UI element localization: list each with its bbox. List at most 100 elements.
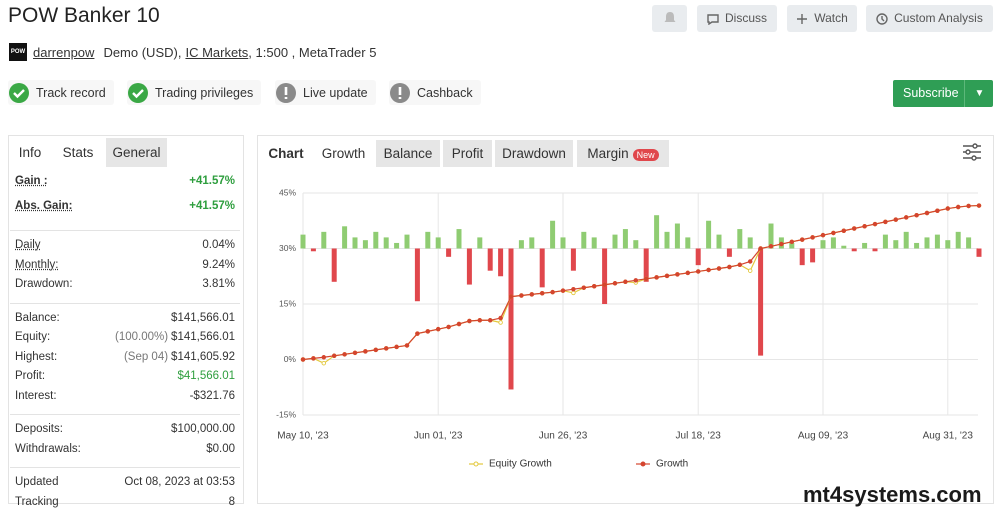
stat-value-text: $100,000.00 — [171, 423, 235, 435]
stat-label: Monthly: — [15, 258, 59, 271]
stat-label: Profit: — [15, 370, 46, 382]
stat-value: -$321.76 — [190, 390, 235, 402]
left-tab[interactable]: Stats — [62, 145, 94, 160]
stat-label: Daily — [15, 239, 41, 251]
separator — [10, 414, 240, 415]
action-button[interactable]: Discuss — [697, 5, 777, 32]
badge-label: Cashback — [417, 85, 473, 100]
account: Demo (USD), — [103, 45, 182, 60]
badge: Cashback — [389, 80, 481, 105]
sliders-icon — [963, 143, 981, 161]
details: , 1:500 , MetaTrader 5 — [248, 45, 377, 60]
chart-tab-label: Chart — [268, 146, 304, 161]
stat-note: (100.00%) — [114, 331, 169, 343]
chart-tab-label: Profit — [451, 146, 484, 161]
badge: Live update — [275, 80, 376, 105]
stat-value-text: +41.57% — [189, 200, 235, 212]
stat-value-text: Oct 08, 2023 at 03:53 — [124, 476, 235, 488]
chart-tab[interactable]: Drawdown — [495, 140, 573, 167]
stat-value: (Sep 04) $141,605.92 — [124, 351, 235, 363]
stat-label: Abs. Gain: — [15, 200, 73, 212]
info-icon — [276, 82, 296, 103]
stat-label: Equity: — [15, 331, 51, 343]
stat-label: Gain : — [15, 175, 48, 187]
stat-value-text: $0.00 — [206, 442, 235, 455]
stat-value: 8 — [229, 496, 235, 508]
watermark: mt4systems.com — [803, 482, 982, 507]
logo: POW — [9, 43, 27, 61]
user-link[interactable]: darrenpow — [33, 45, 95, 60]
subscribe-caret: ▼ — [964, 80, 994, 107]
chart-tab-label: Drawdown — [502, 146, 566, 161]
stat-label: Balance: — [15, 311, 60, 324]
left-tab[interactable]: General — [106, 138, 167, 167]
stat-value: 9.24% — [202, 259, 235, 271]
separator — [10, 302, 240, 304]
badge-label: Trading privileges — [155, 85, 254, 100]
button-label: Discuss — [724, 11, 767, 25]
stat-value-text: $41,566.01 — [177, 370, 235, 382]
check-icon — [128, 82, 148, 103]
badge: Track record — [8, 80, 114, 105]
stat-value-text: $141,605.92 — [171, 350, 235, 363]
button-icon — [707, 13, 719, 25]
broker-group: IC Markets, 1:500 , MetaTrader 5 — [185, 45, 376, 60]
badge: Trading privileges — [127, 80, 262, 105]
chart-tab[interactable]: Chart — [262, 140, 310, 167]
stat-value-text: 8 — [228, 495, 235, 508]
stat-value: +41.57% — [189, 175, 235, 187]
badge-label: Track record — [36, 85, 106, 100]
check-icon — [9, 82, 29, 103]
stat-label: Interest: — [15, 389, 57, 402]
stat-label: Drawdown: — [15, 278, 73, 290]
button-label: Custom Analysis — [894, 11, 983, 25]
stat-label: Deposits: — [15, 423, 63, 435]
stat-label: Withdrawals: — [15, 442, 81, 455]
stat-value-text: $141,566.01 — [171, 311, 235, 324]
button-label: Watch — [814, 11, 848, 25]
stat-value-text: 3.81% — [202, 278, 235, 290]
chart-tab[interactable]: Profit — [443, 140, 492, 167]
stat-label: Tracking — [15, 495, 59, 508]
stat-value-text: 0.04% — [202, 239, 235, 251]
stat-note: (Sep 04) — [123, 350, 169, 363]
stat-label: Highest: — [15, 350, 58, 363]
stat-value: $41,566.01 — [177, 370, 235, 382]
action-button[interactable]: Watch — [787, 5, 857, 32]
chart-tab[interactable]: Margin New — [577, 140, 669, 167]
broker-link[interactable]: IC Markets — [185, 45, 249, 60]
chart-tab-label: Balance — [383, 146, 433, 161]
stat-value: 0.04% — [202, 239, 235, 251]
stat-value: $141,566.01 — [171, 312, 235, 324]
subscribe-button[interactable]: Subscribe ▼ — [893, 80, 993, 107]
stat-value: $0.00 — [206, 443, 235, 455]
stat-value: (100.00%) $141,566.01 — [115, 331, 235, 343]
chart-tab[interactable]: Growth — [313, 140, 374, 167]
subscribe-label: Subscribe — [903, 86, 959, 100]
button-icon — [797, 13, 808, 24]
chart-tab-label: Margin — [587, 146, 629, 161]
info-icon — [390, 82, 410, 103]
stat-label: Updated — [15, 476, 59, 488]
stat-value-text: 9.24% — [202, 258, 235, 271]
info-panel — [8, 135, 244, 504]
new-badge: New — [632, 149, 659, 161]
chart-tab[interactable]: Balance — [376, 140, 440, 167]
action-button[interactable]: Custom Analysis — [866, 5, 993, 32]
left-tab[interactable]: Info — [18, 145, 42, 160]
account-line: darrenpow Demo (USD), IC Markets, 1:500 , … — [33, 45, 376, 60]
chart-panel — [257, 135, 994, 504]
settings-icon[interactable] — [961, 142, 983, 162]
stat-value-text: -$321.76 — [189, 389, 235, 402]
bell-icon — [664, 12, 675, 22]
badge-label: Live update — [303, 85, 368, 100]
stat-value: Oct 08, 2023 at 03:53 — [124, 476, 235, 488]
stat-value-text: +41.57% — [189, 175, 235, 187]
chart-tab-label: Growth — [321, 146, 366, 161]
separator — [10, 230, 240, 231]
page-title: POW Banker 10 — [8, 4, 160, 27]
stat-value: 3.81% — [202, 278, 235, 290]
separator — [10, 467, 240, 468]
bell-button[interactable] — [652, 5, 687, 32]
